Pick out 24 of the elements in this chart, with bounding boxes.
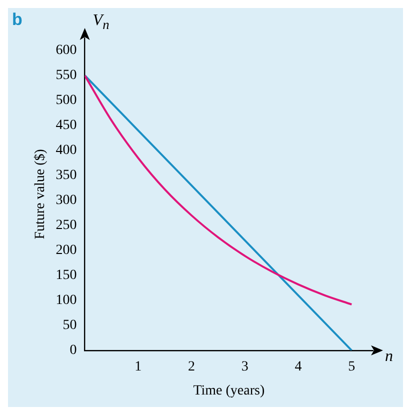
y-tick-label: 300: [56, 193, 77, 208]
y-tick-label: 350: [56, 168, 77, 184]
text: V$_{n}$: [92, 12, 110, 34]
x-tick-label: 2: [188, 359, 196, 374]
x-tick-label: 4: [294, 359, 302, 374]
y-tick-label: 200: [56, 243, 77, 258]
y-tick-label: 0: [70, 343, 77, 358]
text: b: [12, 10, 22, 30]
y-tick-label: 400: [56, 143, 77, 158]
y-tick-label: 250: [56, 218, 77, 234]
y-tick-label: 150: [56, 268, 77, 284]
y-tick-label: 500: [56, 93, 77, 108]
y-tick-label: 550: [56, 68, 77, 84]
y-tick-label: 600: [56, 43, 77, 58]
y-tick-label: 450: [56, 118, 77, 134]
x-tick-label: 1: [134, 359, 142, 374]
line-series: [84, 74, 353, 306]
text: n: [385, 348, 393, 366]
y-axis-title: Future value ($): [33, 148, 48, 240]
x-tick-label: 5: [348, 359, 356, 374]
x-axis-title: Time (years): [193, 383, 265, 398]
y-tick-label: 50: [62, 318, 77, 334]
x-tick-label: 3: [241, 359, 248, 374]
y-tick-label: 100: [56, 293, 77, 308]
